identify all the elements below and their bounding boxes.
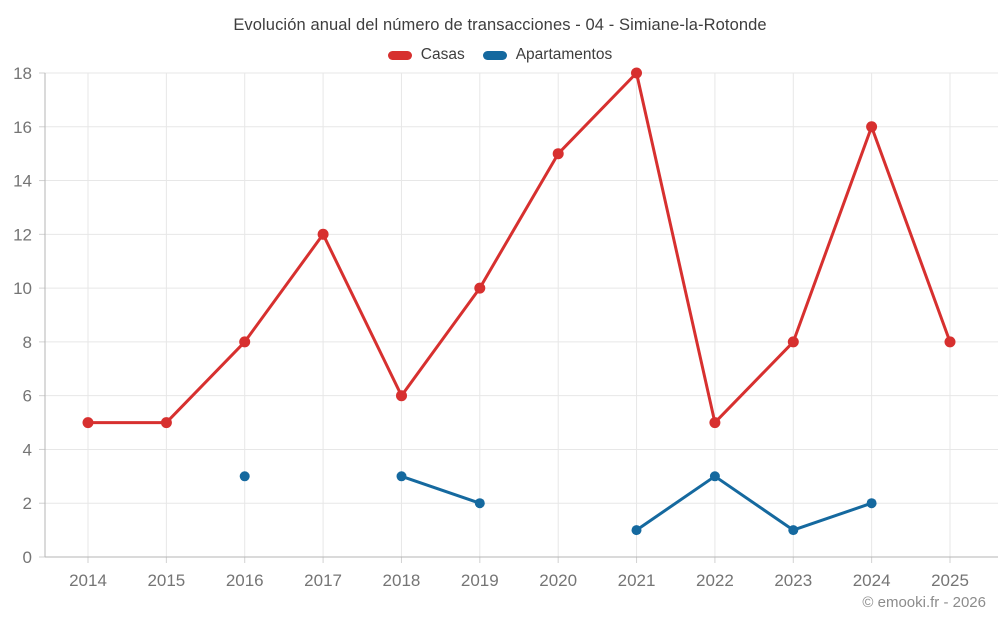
data-point-casas-2016[interactable] xyxy=(239,336,251,348)
series-line-apartamentos xyxy=(400,474,874,532)
data-point-casas-2023[interactable] xyxy=(787,336,799,348)
y-tick-label: 12 xyxy=(13,225,32,244)
y-tick-label: 2 xyxy=(23,494,32,513)
data-point-casas-2017[interactable] xyxy=(317,228,329,240)
legend-label-apartamentos: Apartamentos xyxy=(515,46,613,63)
data-point-casas-2025[interactable] xyxy=(944,336,956,348)
legend-label-casas: Casas xyxy=(420,46,465,63)
legend-swatch-apartamentos xyxy=(482,50,507,60)
y-tick-label: 10 xyxy=(13,279,32,298)
x-tick-label: 2019 xyxy=(461,571,499,590)
data-point-apartamentos-2019[interactable] xyxy=(474,498,485,509)
x-tick-label: 2016 xyxy=(226,571,264,590)
x-tick-label: 2021 xyxy=(618,571,656,590)
x-tick-label: 2018 xyxy=(383,571,421,590)
data-point-casas-2019[interactable] xyxy=(474,282,486,294)
legend-item-apartamentos[interactable]: Apartamentos xyxy=(482,46,613,64)
data-point-casas-2021[interactable] xyxy=(631,67,642,79)
y-tick-label: 14 xyxy=(13,172,32,191)
y-tick-label: 6 xyxy=(23,387,32,406)
chart-legend: Casas Apartamentos xyxy=(0,46,1000,64)
data-point-casas-2014[interactable] xyxy=(82,417,94,429)
legend-item-casas[interactable]: Casas xyxy=(387,46,465,64)
x-tick-label: 2015 xyxy=(147,571,185,590)
y-tick-label: 8 xyxy=(23,333,32,352)
chart-title: Evolución anual del número de transaccio… xyxy=(233,16,767,34)
x-tick-label: 2022 xyxy=(696,571,734,590)
data-point-apartamentos-2018[interactable] xyxy=(396,471,407,482)
copyright: © emooki.fr - 2026 xyxy=(862,594,986,611)
data-point-casas-2024[interactable] xyxy=(866,121,878,133)
x-tick-label: 2014 xyxy=(69,571,107,590)
x-tick-label: 2017 xyxy=(304,571,342,590)
data-point-apartamentos-2021[interactable] xyxy=(631,525,642,536)
x-tick-label: 2024 xyxy=(853,571,891,590)
data-point-casas-2022[interactable] xyxy=(709,417,721,429)
x-tick-label: 2020 xyxy=(539,571,577,590)
y-tick-label: 18 xyxy=(13,64,32,83)
data-point-casas-2018[interactable] xyxy=(396,390,407,402)
data-point-casas-2015[interactable] xyxy=(160,417,172,429)
x-tick-label: 2023 xyxy=(774,571,812,590)
data-point-apartamentos-2024[interactable] xyxy=(866,498,877,509)
series-line-casas xyxy=(86,71,952,425)
y-tick-label: 4 xyxy=(23,440,32,459)
y-tick-label: 0 xyxy=(23,548,32,567)
data-point-apartamentos-2016[interactable] xyxy=(239,471,250,482)
data-point-apartamentos-2022[interactable] xyxy=(709,471,720,482)
data-point-apartamentos-2023[interactable] xyxy=(788,525,799,536)
y-tick-label: 16 xyxy=(13,118,32,137)
legend-swatch-casas xyxy=(387,50,412,60)
data-point-casas-2020[interactable] xyxy=(552,148,564,160)
x-tick-label: 2025 xyxy=(931,571,969,590)
